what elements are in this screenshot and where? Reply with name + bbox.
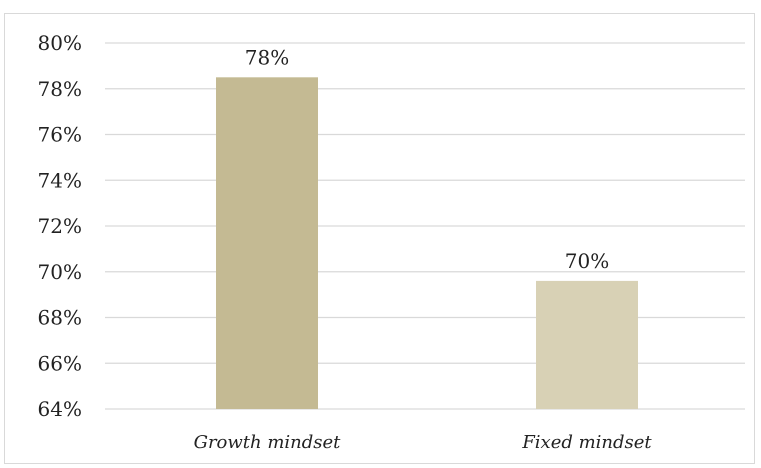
bar-growth-mindset — [216, 77, 318, 409]
gridlines — [105, 42, 745, 410]
x-axis-category-labels: Growth mindset Fixed mindset — [194, 432, 653, 453]
y-tick-label: 78% — [38, 77, 82, 101]
data-label: 78% — [245, 45, 289, 69]
data-labels: 78% 70% — [245, 45, 609, 273]
y-tick-label: 64% — [38, 397, 82, 421]
bar-fixed-mindset — [536, 280, 638, 409]
y-tick-label: 76% — [38, 123, 82, 147]
y-axis-tick-labels: 64% 66% 68% 70% 72% 74% 76% 78% 80% — [38, 31, 82, 421]
y-tick-label: 70% — [38, 260, 82, 284]
data-label: 70% — [565, 249, 609, 273]
y-tick-label: 68% — [38, 306, 82, 330]
x-category-label: Fixed mindset — [521, 432, 652, 453]
bars — [216, 77, 638, 409]
y-tick-label: 66% — [38, 351, 82, 375]
x-category-label: Growth mindset — [194, 432, 342, 453]
y-tick-label: 72% — [38, 214, 82, 238]
y-tick-label: 80% — [38, 31, 82, 55]
y-tick-label: 74% — [38, 168, 82, 192]
